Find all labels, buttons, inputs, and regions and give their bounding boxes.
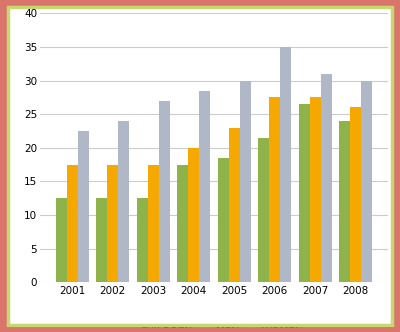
Bar (148, 165, 159, 282)
Bar (159, 101, 170, 282)
Bar (137, 198, 148, 282)
Bar (339, 121, 350, 282)
Bar (118, 121, 129, 282)
Bar (78, 131, 89, 282)
Bar (321, 74, 332, 282)
Bar (96, 198, 107, 282)
Bar (299, 104, 310, 282)
Bar (199, 91, 210, 282)
Bar (107, 165, 118, 282)
Bar (258, 138, 269, 282)
Bar (56, 198, 67, 282)
Bar (280, 47, 291, 282)
Bar (67, 165, 78, 282)
Bar (229, 127, 240, 282)
Bar (350, 108, 361, 282)
Bar (218, 158, 229, 282)
Bar (361, 81, 372, 282)
Bar (188, 148, 199, 282)
Bar (240, 81, 251, 282)
Bar (177, 165, 188, 282)
Bar (310, 97, 321, 282)
Legend: CHILDREN, MEN, WOMEN: CHILDREN, MEN, WOMEN (121, 322, 307, 332)
Bar (269, 97, 280, 282)
